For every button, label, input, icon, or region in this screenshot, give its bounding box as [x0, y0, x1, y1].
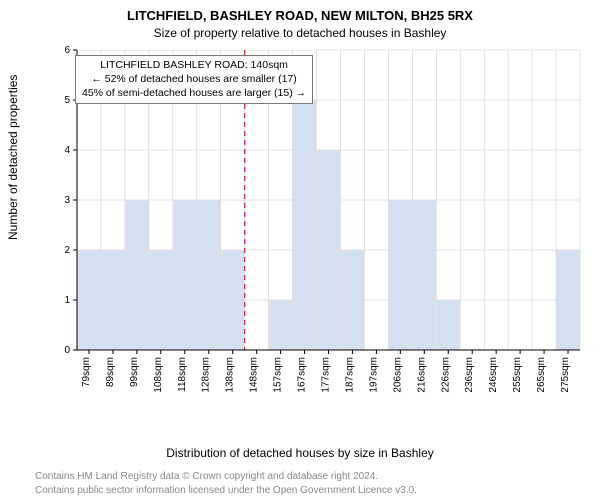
- x-tick-label: 187sqm: [344, 357, 355, 393]
- bar: [269, 300, 292, 350]
- y-tick-label: 2: [64, 245, 70, 256]
- x-tick-label: 177sqm: [321, 357, 332, 393]
- bar: [149, 250, 172, 350]
- footer-line2: Contains public sector information licen…: [35, 485, 417, 496]
- bar: [101, 250, 124, 350]
- x-tick-label: 167sqm: [297, 357, 308, 393]
- x-tick-label: 89sqm: [105, 357, 116, 387]
- x-tick-label: 255sqm: [512, 357, 523, 393]
- chart-title-line2: Size of property relative to detached ho…: [0, 26, 600, 40]
- x-tick-label: 197sqm: [368, 357, 379, 393]
- bar: [413, 200, 436, 350]
- bar: [557, 250, 580, 350]
- bar: [341, 250, 364, 350]
- chart-title-line1: LITCHFIELD, BASHLEY ROAD, NEW MILTON, BH…: [0, 8, 600, 23]
- x-tick-label: 79sqm: [81, 357, 92, 387]
- y-tick-label: 0: [64, 345, 70, 356]
- x-tick-label: 108sqm: [153, 357, 164, 393]
- x-tick-label: 226sqm: [440, 357, 451, 393]
- x-tick-label: 148sqm: [249, 357, 260, 393]
- x-tick-label: 265sqm: [536, 357, 547, 393]
- annotation-line1: LITCHFIELD BASHLEY ROAD: 140sqm: [82, 58, 306, 72]
- x-tick-label: 216sqm: [416, 357, 427, 393]
- x-tick-label: 246sqm: [488, 357, 499, 393]
- footer-line1: Contains HM Land Registry data © Crown c…: [35, 471, 378, 482]
- chart-plot-area: 0 1 2 3 4 5 6 79sqm 89sqm 99sqm 108sqm 118sqm 128sqm…: [55, 45, 585, 405]
- y-tick-label: 6: [64, 45, 70, 56]
- annotation-line2: ← 52% of detached houses are smaller (17…: [82, 72, 306, 86]
- x-tick-label: 206sqm: [392, 357, 403, 393]
- y-tick-label: 3: [64, 195, 70, 206]
- x-tick-label: 118sqm: [177, 357, 188, 392]
- y-tick-label: 4: [64, 145, 70, 156]
- bar: [125, 200, 148, 350]
- bar: [78, 250, 101, 350]
- x-tick-label: 128sqm: [201, 357, 212, 393]
- x-tick-label: 236sqm: [464, 357, 475, 393]
- annotation-line3: 45% of semi-detached houses are larger (…: [82, 86, 306, 100]
- y-tick-label: 5: [64, 95, 70, 106]
- bar: [293, 100, 316, 350]
- bar: [317, 150, 340, 350]
- x-tick-label: 157sqm: [273, 357, 284, 393]
- y-axis-label: Number of detached properties: [6, 75, 20, 240]
- x-tick-label: 138sqm: [225, 357, 236, 393]
- x-tick-label: 275sqm: [560, 357, 571, 393]
- y-tick-label: 1: [64, 295, 70, 306]
- bar: [173, 200, 196, 350]
- bar: [197, 200, 220, 350]
- bar: [389, 200, 412, 350]
- annotation-box: LITCHFIELD BASHLEY ROAD: 140sqm ← 52% of…: [75, 55, 313, 104]
- bar: [437, 300, 460, 350]
- x-tick-label: 99sqm: [129, 357, 140, 387]
- x-axis-label: Distribution of detached houses by size …: [0, 446, 600, 460]
- bar: [221, 250, 244, 350]
